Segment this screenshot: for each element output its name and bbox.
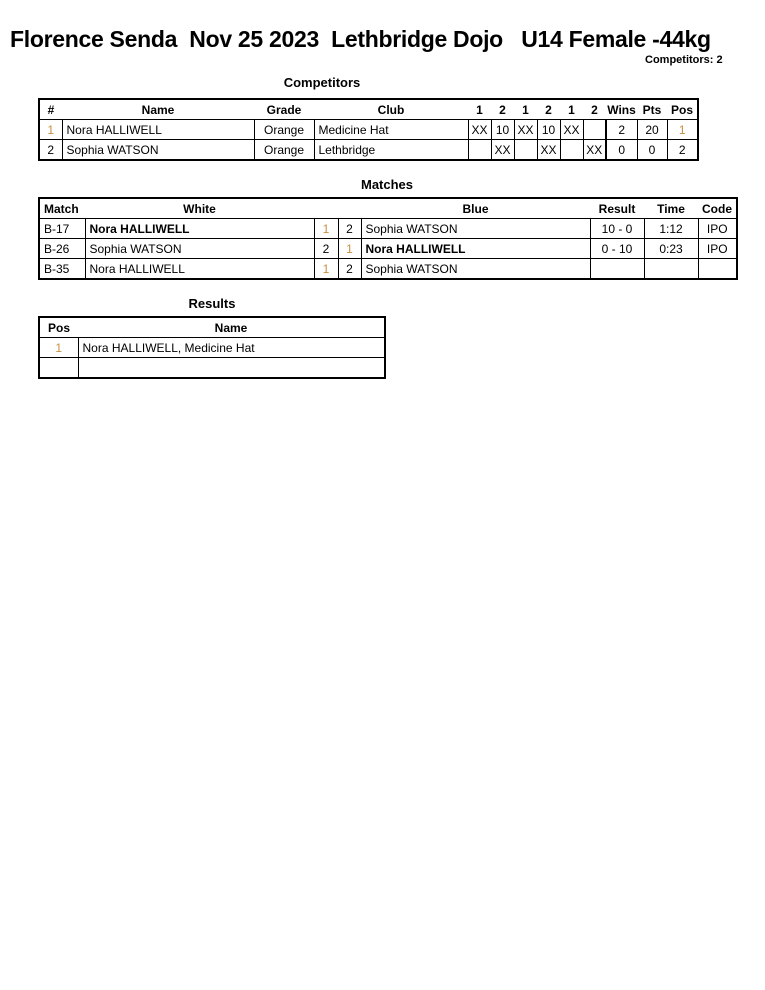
col-header: Wins — [606, 98, 637, 120]
competitor-number: 2 — [38, 139, 63, 161]
match-code: IPO — [697, 238, 738, 259]
col-header: Time — [644, 197, 698, 219]
results-table: Pos Name 1 Nora HALLIWELL, Medicine Hat — [38, 316, 386, 379]
position: 1 — [666, 119, 699, 140]
competitor-name: Sophia WATSON — [61, 139, 255, 161]
score-cell — [513, 139, 538, 161]
score-cell: XX — [536, 139, 561, 161]
col-header: Blue — [361, 197, 590, 219]
table-row: 1 Nora HALLIWELL Orange Medicine Hat XX … — [38, 119, 699, 140]
score-cell: XX — [513, 119, 538, 140]
points: 0 — [636, 139, 668, 161]
page-title: Florence Senda Nov 25 2023 Lethbridge Do… — [10, 26, 711, 52]
score-cell: XX — [582, 139, 607, 161]
table-row: 1 Nora HALLIWELL, Medicine Hat — [38, 337, 386, 358]
score-cell: XX — [490, 139, 515, 161]
table-row — [38, 357, 386, 379]
match-result: 0 - 10 — [589, 238, 645, 259]
table-row: B-26 Sophia WATSON 2 1 Nora HALLIWELL 0 … — [38, 238, 738, 259]
blue-player: Nora HALLIWELL — [360, 238, 591, 259]
blue-number: 2 — [337, 218, 362, 239]
results-header-row: Pos Name — [39, 316, 385, 338]
position: 2 — [666, 139, 699, 161]
blue-number: 1 — [337, 238, 362, 259]
col-header: 2 — [583, 98, 606, 120]
match-time — [643, 258, 699, 280]
col-header: Match — [39, 197, 85, 219]
points: 20 — [636, 119, 668, 140]
table-row: B-35 Nora HALLIWELL 1 2 Sophia WATSON — [38, 258, 738, 280]
result-position: 1 — [38, 337, 79, 358]
col-header: Name — [78, 316, 385, 338]
score-cell: XX — [559, 119, 584, 140]
matches-title: Matches — [360, 177, 414, 192]
match-id: B-26 — [38, 238, 86, 259]
col-header: 2 — [491, 98, 514, 120]
wins: 2 — [605, 119, 638, 140]
col-header: Code — [698, 197, 737, 219]
score-cell — [582, 119, 607, 140]
score-cell: XX — [467, 119, 492, 140]
col-header: Pos — [39, 316, 78, 338]
table-row: B-17 Nora HALLIWELL 1 2 Sophia WATSON 10… — [38, 218, 738, 239]
competitor-name: Nora HALLIWELL — [61, 119, 255, 140]
blue-player: Sophia WATSON — [360, 258, 591, 280]
result-position — [38, 357, 79, 379]
col-header: 1 — [560, 98, 583, 120]
matches-header-row: Match White Blue Result Time Code — [39, 197, 737, 219]
col-header: Pts — [637, 98, 667, 120]
result-name — [77, 357, 386, 379]
col-header: Pos — [667, 98, 698, 120]
col-header: 1 — [468, 98, 491, 120]
match-time: 0:23 — [643, 238, 699, 259]
col-header: Name — [62, 98, 254, 120]
empty-header — [338, 197, 361, 219]
competitor-club: Medicine Hat — [313, 119, 469, 140]
white-number: 1 — [313, 258, 339, 280]
blue-number: 2 — [337, 258, 362, 280]
matches-table: Match White Blue Result Time Code B-17 N… — [38, 197, 738, 280]
score-cell — [559, 139, 584, 161]
match-time: 1:12 — [643, 218, 699, 239]
blue-player: Sophia WATSON — [360, 218, 591, 239]
white-player: Nora HALLIWELL — [84, 218, 315, 239]
competitor-grade: Orange — [253, 139, 315, 161]
col-header: 1 — [514, 98, 537, 120]
white-player: Nora HALLIWELL — [84, 258, 315, 280]
result-name: Nora HALLIWELL, Medicine Hat — [77, 337, 386, 358]
competitor-number: 1 — [38, 119, 63, 140]
col-header: # — [39, 98, 62, 120]
score-cell — [467, 139, 492, 161]
col-header: Club — [314, 98, 468, 120]
col-header: Grade — [254, 98, 314, 120]
match-result — [589, 258, 645, 280]
white-number: 2 — [313, 238, 339, 259]
white-number: 1 — [313, 218, 339, 239]
match-id: B-17 — [38, 218, 86, 239]
wins: 0 — [605, 139, 638, 161]
competitors-count: Competitors: 2 — [645, 54, 723, 66]
competitors-header-row: # Name Grade Club 1 2 1 2 1 2 Wins Pts P… — [39, 98, 698, 120]
competitor-club: Lethbridge — [313, 139, 469, 161]
score-cell: 10 — [536, 119, 561, 140]
col-header: Result — [590, 197, 644, 219]
competitor-grade: Orange — [253, 119, 315, 140]
table-row: 2 Sophia WATSON Orange Lethbridge XX XX … — [38, 139, 699, 161]
score-cell: 10 — [490, 119, 515, 140]
empty-header — [314, 197, 338, 219]
match-result: 10 - 0 — [589, 218, 645, 239]
competitors-table: # Name Grade Club 1 2 1 2 1 2 Wins Pts P… — [38, 98, 699, 161]
competitors-title: Competitors — [283, 75, 361, 90]
match-code: IPO — [697, 218, 738, 239]
white-player: Sophia WATSON — [84, 238, 315, 259]
col-header: White — [85, 197, 314, 219]
match-id: B-35 — [38, 258, 86, 280]
results-title: Results — [188, 296, 236, 311]
col-header: 2 — [537, 98, 560, 120]
match-code — [697, 258, 738, 280]
